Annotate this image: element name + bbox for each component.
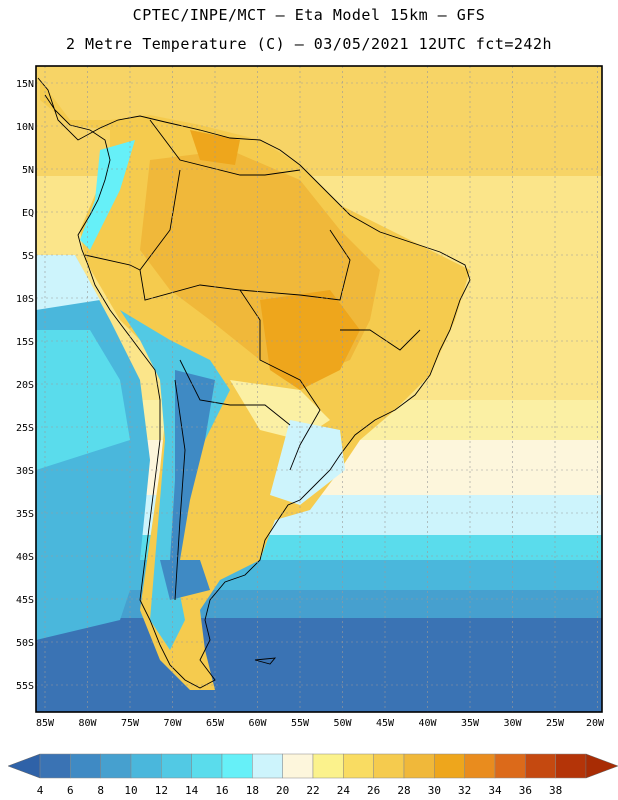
colorbar-box — [70, 753, 101, 779]
lat-label: 30S — [16, 466, 34, 477]
colorbar-label: 26 — [367, 784, 380, 797]
field-ocean-4-6 — [36, 618, 602, 712]
field-pacific-18-20 — [36, 255, 100, 310]
field-andes-north — [80, 140, 135, 250]
lon-label: 25W — [546, 718, 565, 729]
lat-label: 15S — [16, 337, 34, 348]
lon-label: 85W — [36, 718, 55, 729]
south-america-coast — [37, 77, 471, 689]
lon-axis: 85W 80W 75W 70W 65W 60W 55W 50W 45W 40W … — [36, 718, 605, 729]
border-chile-argentina — [174, 379, 186, 601]
colorbar-label: 6 — [67, 784, 74, 797]
colorbar-box — [312, 753, 344, 779]
colorbar-label: 36 — [519, 784, 532, 797]
lat-label: 10S — [16, 294, 34, 305]
colorbar-label: 14 — [185, 784, 199, 797]
colorbar-label: 38 — [549, 784, 562, 797]
field-ocean-8-10 — [36, 590, 602, 620]
lon-label: 45W — [376, 718, 395, 729]
colorbar: 4 6 8 10 12 14 16 18 20 22 24 26 28 30 32 34 36 38 — [7, 753, 618, 797]
colorbar-box — [221, 753, 253, 779]
field-land-18-20 — [270, 420, 345, 505]
lon-label: 30W — [503, 718, 522, 729]
colorbar-label: 12 — [155, 784, 168, 797]
border-brazil-west — [239, 229, 351, 301]
border-brazil-states — [340, 329, 421, 351]
lon-label: 60W — [248, 718, 267, 729]
lon-label: 35W — [461, 718, 480, 729]
lon-label: 20W — [586, 718, 605, 729]
border-north — [149, 119, 301, 176]
colorbar-label: 10 — [124, 784, 137, 797]
colorbar-box — [403, 753, 435, 779]
colorbar-box — [494, 753, 526, 779]
colorbar-box — [100, 753, 132, 779]
colorbar-label: 34 — [488, 784, 502, 797]
lon-label: 75W — [121, 718, 140, 729]
colorbar-box — [282, 753, 314, 779]
colorbar-box — [464, 753, 496, 779]
lon-label: 80W — [78, 718, 97, 729]
lon-label: 55W — [291, 718, 310, 729]
colorbar-box — [373, 753, 405, 779]
lat-label: 40S — [16, 552, 34, 563]
lat-label: 45S — [16, 595, 34, 606]
temperature-map: 15N 10N 5N EQ 5S 10S 15S 20S 25S 30S 35S… — [16, 65, 605, 729]
colorbar-box — [525, 753, 556, 779]
lon-label: 40W — [418, 718, 437, 729]
falklands — [254, 657, 277, 665]
field-land-30-32 — [260, 290, 360, 390]
lat-label: 10N — [16, 122, 34, 133]
lat-label: 50S — [16, 638, 34, 649]
border-inland — [139, 169, 321, 471]
colorbar-arrow-low — [7, 753, 41, 779]
lon-label: 50W — [333, 718, 352, 729]
chart-title-line2: 2 Metre Temperature (C) – 03/05/2021 12U… — [65, 35, 553, 53]
colorbar-label: 18 — [246, 784, 259, 797]
lat-label: 55S — [16, 681, 34, 692]
colorbar-boxes — [7, 753, 618, 779]
border-bolivia-paraguay — [179, 359, 291, 426]
colorbar-box — [191, 753, 223, 779]
colorbar-label: 24 — [337, 784, 351, 797]
lon-label: 65W — [206, 718, 225, 729]
colorbar-labels: 4 6 8 10 12 14 16 18 20 22 24 26 28 30 32 34 36 38 — [37, 784, 563, 797]
colorbar-label: 8 — [97, 784, 104, 797]
lat-axis: 15N 10N 5N EQ 5S 10S 15S 20S 25S 30S 35S… — [16, 79, 34, 692]
coastlines — [37, 77, 471, 689]
border-ecuador-peru — [84, 254, 141, 271]
colorbar-label: 32 — [458, 784, 471, 797]
colorbar-label: 28 — [397, 784, 410, 797]
field-pacific-14-16 — [36, 330, 130, 470]
map-frame — [35, 65, 603, 713]
colorbar-box — [434, 753, 465, 779]
colorbar-label: 22 — [306, 784, 319, 797]
lat-label: EQ — [22, 208, 34, 219]
field-andes-core — [170, 370, 215, 560]
lat-label: 5N — [22, 165, 34, 176]
colorbar-box — [252, 753, 283, 779]
colorbar-box — [161, 753, 192, 779]
graticule — [36, 66, 602, 712]
colorbar-label: 16 — [215, 784, 228, 797]
temperature-field — [36, 66, 602, 712]
colorbar-box — [130, 753, 162, 779]
lat-label: 20S — [16, 380, 34, 391]
lat-label: 35S — [16, 509, 34, 520]
colorbar-label: 4 — [37, 784, 44, 797]
lat-label: 25S — [16, 423, 34, 434]
chart-title-line1: CPTEC/INPE/MCT – Eta Model 15km – GFS — [132, 6, 486, 24]
field-patagonia-cold — [160, 560, 210, 600]
colorbar-label: 20 — [276, 784, 289, 797]
colorbar-label: 30 — [428, 784, 441, 797]
lon-label: 70W — [163, 718, 182, 729]
colorbar-box — [555, 753, 587, 779]
colorbar-box — [343, 753, 374, 779]
lat-label: 15N — [16, 79, 34, 90]
lat-label: 5S — [22, 251, 34, 262]
colorbar-arrow-high — [585, 753, 618, 779]
colorbar-box — [39, 753, 71, 779]
